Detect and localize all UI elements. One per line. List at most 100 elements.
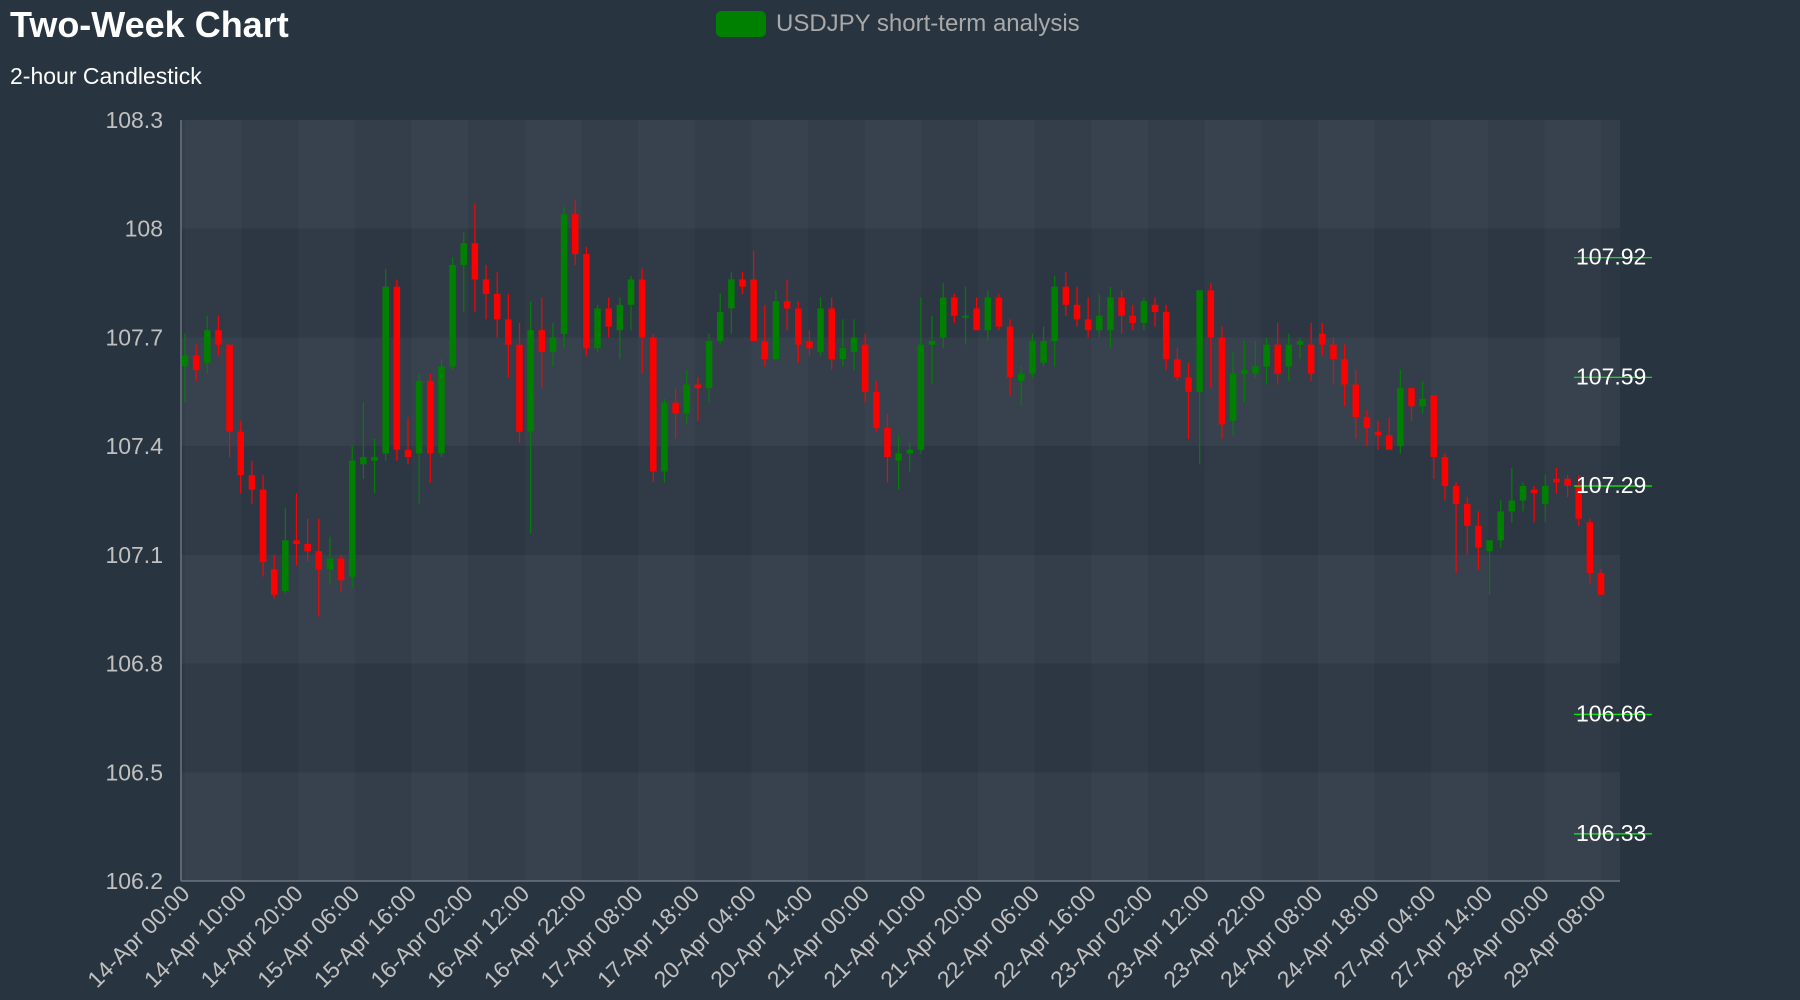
candle-body-up [460,243,467,265]
candle-body-down [505,319,512,345]
chart-subtitle: 2-hour Candlestick [10,63,202,89]
candle-body-down [1185,377,1192,392]
y-tick-label: 107.4 [105,433,163,459]
candle-body-up [906,449,913,454]
candle-body-up [1252,366,1259,374]
candle-body-up [1296,341,1304,345]
grid-column [1431,120,1488,881]
candle-body-down [1151,304,1159,313]
candle-body-down [995,297,1003,327]
candle-body-down [337,558,345,581]
level-label: 106.66 [1576,700,1646,726]
candle-body-down [806,341,813,349]
grid-band [181,120,1620,229]
candle-body-up [716,312,724,342]
candle-body-down [1218,337,1226,425]
candle-body-up [594,308,601,349]
candle-body-up [449,264,456,367]
candle-body-down [248,475,256,490]
y-tick-label: 106.2 [105,868,163,894]
y-tick-label: 106.5 [105,759,163,785]
candle-body-down [259,489,267,563]
grid-column [298,120,355,881]
grid-column [638,120,695,881]
grid-column [412,120,469,881]
candle-body-up [1051,286,1058,342]
candle-body-up [181,355,189,367]
candle-body-down [270,569,278,595]
candle-body-down [739,279,746,287]
candle-body-down [1586,522,1594,573]
candle-body-down [1118,297,1125,316]
candle-body-up [1196,290,1203,392]
candle-body-up [282,540,289,592]
candle-body-down [1553,478,1560,483]
candle-body-up [1497,511,1504,541]
y-tick-label: 108.3 [105,107,163,133]
candle-body-down [672,402,679,414]
candle-body-down [951,297,958,316]
y-tick-label: 106.8 [105,651,163,677]
grid-band [181,228,1620,338]
candle-body-down [427,380,434,454]
candle-body-down [226,344,233,432]
candle-body-down [1385,435,1393,450]
candle-body-down [1352,384,1359,418]
candle-body-down [1274,344,1281,374]
candle-body-down [1597,572,1605,595]
candle-body-up [962,315,969,318]
grid-column [978,120,1035,881]
candle-body-up [728,279,735,309]
candle-body-up [1397,388,1404,447]
candle-body-down [1319,333,1326,345]
legend[interactable]: USDJPY short-term analysis [716,10,1080,38]
candle-body-up [204,330,211,363]
candle-body-up [415,380,423,454]
candle-body-up [627,279,635,305]
candle-body-down [638,279,646,338]
candle-body-up [661,402,668,472]
candle-body-down [650,337,657,472]
candle-body-up [895,453,902,461]
candle-body-down [304,543,311,552]
candle-body-up [984,297,992,331]
candle-body-down [393,286,401,450]
candle-body-down [1464,504,1471,526]
candle-body-down [516,344,523,432]
legend-label: USDJPY short-term analysis [776,10,1080,37]
candle-body-down [761,341,769,360]
candle-body-down [538,330,546,352]
candle-body-down [973,308,980,331]
candle-body-down [1430,395,1438,458]
candle-body-down [215,330,222,345]
candle-body-up [371,457,378,461]
candle-body-down [1084,319,1092,331]
candle-body-down [1129,315,1136,323]
candle-body-down [1073,304,1081,320]
candle-body-up [1542,486,1549,505]
candle-body-up [1285,344,1293,367]
candle-body-up [349,460,356,577]
grid-column [751,120,808,881]
candle-body-up [1040,341,1047,363]
candle-body-down [583,254,590,349]
level-label: 107.29 [1576,472,1646,498]
candle-body-down [1475,525,1482,548]
candle-body-down [605,308,612,327]
grid-band [181,663,1620,773]
grid-column [1544,120,1601,881]
candle-body-down [795,308,802,345]
level-label: 107.59 [1576,363,1646,389]
y-tick-label: 107.7 [105,324,163,350]
candle-body-up [850,337,858,352]
candle-body-up [1419,399,1426,407]
candle-body-up [1486,540,1493,552]
candle-body-down [884,428,891,458]
candle-body-down [1006,326,1014,378]
grid-column [185,120,242,881]
candle-body-up [382,286,389,454]
candle-body-up [527,330,534,432]
candle-body-up [1229,373,1237,421]
